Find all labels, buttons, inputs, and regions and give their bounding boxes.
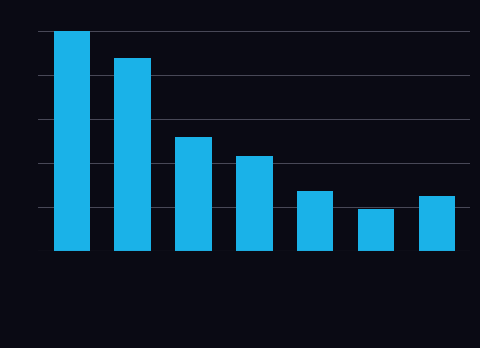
Bar (54, 31, 90, 251)
Bar (114, 58, 151, 251)
Bar (175, 137, 212, 251)
Bar (358, 209, 395, 251)
Bar (419, 196, 455, 251)
Bar (236, 156, 273, 251)
Bar (297, 191, 334, 251)
